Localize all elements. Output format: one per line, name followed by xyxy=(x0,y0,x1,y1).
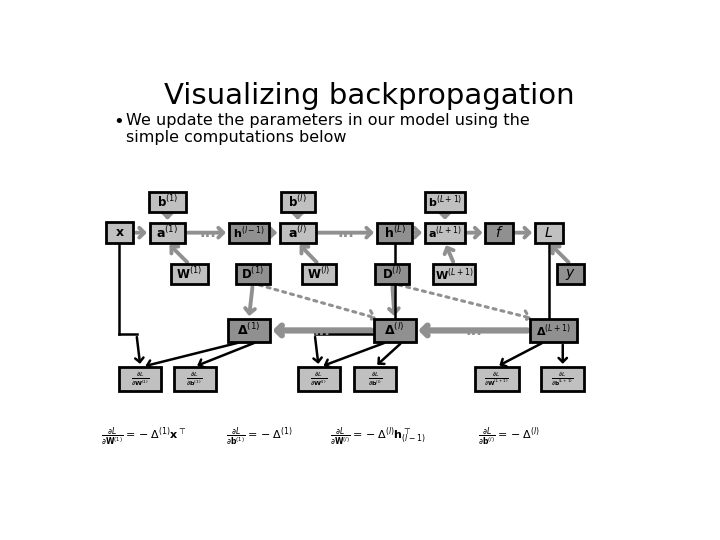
FancyBboxPatch shape xyxy=(229,222,269,242)
Text: $\mathbf{W}^{(1)}$: $\mathbf{W}^{(1)}$ xyxy=(176,266,202,282)
Text: $\frac{\partial L}{\partial \mathbf{W}^{(1)}} = -\Delta^{(1)}\mathbf{x}^{\top}$: $\frac{\partial L}{\partial \mathbf{W}^{… xyxy=(101,425,186,448)
Text: $\mathbf{h}^{(l-1)}$: $\mathbf{h}^{(l-1)}$ xyxy=(233,224,265,241)
Text: $\frac{\partial L}{\partial \mathbf{W}^{(l)}}$: $\frac{\partial L}{\partial \mathbf{W}^{… xyxy=(310,370,327,388)
Text: $\mathbf{W}^{(L+1)}$: $\mathbf{W}^{(L+1)}$ xyxy=(435,266,474,282)
Text: $\mathbf{h}^{(L)}$: $\mathbf{h}^{(L)}$ xyxy=(384,225,405,241)
Text: $L$: $L$ xyxy=(544,226,553,240)
FancyBboxPatch shape xyxy=(235,264,270,284)
Text: ...: ... xyxy=(338,225,354,240)
Text: $\mathbf{b}^{(L+1)}$: $\mathbf{b}^{(L+1)}$ xyxy=(428,193,462,210)
FancyBboxPatch shape xyxy=(377,222,413,242)
Text: $\mathbf{a}^{(1)}$: $\mathbf{a}^{(1)}$ xyxy=(156,225,179,241)
FancyBboxPatch shape xyxy=(375,264,409,284)
Text: ...: ... xyxy=(466,323,482,338)
Text: Visualizing backpropagation: Visualizing backpropagation xyxy=(163,82,575,110)
Text: ...: ... xyxy=(313,323,330,338)
FancyBboxPatch shape xyxy=(425,222,465,242)
FancyBboxPatch shape xyxy=(535,222,563,242)
FancyBboxPatch shape xyxy=(433,264,475,284)
Text: $\mathbf{W}^{(l)}$: $\mathbf{W}^{(l)}$ xyxy=(307,266,330,282)
Text: $\mathbf{b}^{(1)}$: $\mathbf{b}^{(1)}$ xyxy=(157,194,179,210)
FancyBboxPatch shape xyxy=(280,222,315,242)
Text: $\mathbf{\Delta}^{(l)}$: $\mathbf{\Delta}^{(l)}$ xyxy=(384,322,405,339)
FancyBboxPatch shape xyxy=(174,367,215,392)
Text: $\frac{\partial L}{\partial \mathbf{b}^{(l)}}$: $\frac{\partial L}{\partial \mathbf{b}^{… xyxy=(368,370,382,388)
FancyBboxPatch shape xyxy=(228,319,270,342)
Text: $f$: $f$ xyxy=(495,225,503,240)
FancyBboxPatch shape xyxy=(120,367,161,392)
Text: $\frac{\partial L}{\partial \mathbf{b}^{(1)}}$: $\frac{\partial L}{\partial \mathbf{b}^{… xyxy=(186,370,203,388)
FancyBboxPatch shape xyxy=(557,264,584,284)
Text: ...: ... xyxy=(199,225,217,240)
FancyBboxPatch shape xyxy=(297,367,340,392)
Text: $\mathbf{a}^{(l)}$: $\mathbf{a}^{(l)}$ xyxy=(288,225,307,241)
Text: $\mathbf{a}^{(L+1)}$: $\mathbf{a}^{(L+1)}$ xyxy=(428,224,462,241)
Text: We update the parameters in our model using the
simple computations below: We update the parameters in our model us… xyxy=(126,112,529,145)
Text: $\mathbf{x}$: $\mathbf{x}$ xyxy=(114,226,125,239)
FancyBboxPatch shape xyxy=(354,367,396,392)
Text: $\mathbf{\Delta}^{(L+1)}$: $\mathbf{\Delta}^{(L+1)}$ xyxy=(536,322,571,339)
FancyBboxPatch shape xyxy=(485,222,513,242)
Text: $\mathbf{b}^{(l)}$: $\mathbf{b}^{(l)}$ xyxy=(289,194,307,210)
Text: $\mathbf{\Delta}^{(1)}$: $\mathbf{\Delta}^{(1)}$ xyxy=(237,322,261,339)
FancyBboxPatch shape xyxy=(475,367,518,392)
FancyBboxPatch shape xyxy=(541,367,585,392)
FancyBboxPatch shape xyxy=(149,192,186,212)
Text: $\frac{\partial L}{\partial \mathbf{W}^{(l)}} = -\Delta^{(l)}\mathbf{h}^{\top}_{: $\frac{\partial L}{\partial \mathbf{W}^{… xyxy=(330,425,426,448)
Text: $\frac{\partial L}{\partial \mathbf{b}^{(1)}} = -\Delta^{(1)}$: $\frac{\partial L}{\partial \mathbf{b}^{… xyxy=(225,425,292,448)
Text: $\mathbf{D}^{(l)}$: $\mathbf{D}^{(l)}$ xyxy=(382,266,402,282)
FancyBboxPatch shape xyxy=(302,264,336,284)
FancyBboxPatch shape xyxy=(281,192,315,212)
Text: •: • xyxy=(113,112,124,131)
FancyBboxPatch shape xyxy=(425,192,465,212)
FancyBboxPatch shape xyxy=(106,222,133,244)
Text: $\frac{\partial L}{\partial \mathbf{W}^{(L+1)}}$: $\frac{\partial L}{\partial \mathbf{W}^{… xyxy=(485,370,509,388)
Text: $\mathbf{D}^{(1)}$: $\mathbf{D}^{(1)}$ xyxy=(241,266,264,282)
FancyBboxPatch shape xyxy=(171,264,208,284)
Text: $\frac{\partial L}{\partial \mathbf{b}^{(l)}} = -\Delta^{(l)}$: $\frac{\partial L}{\partial \mathbf{b}^{… xyxy=(477,425,539,448)
Text: $\frac{\partial L}{\partial \mathbf{b}^{(L+1)}}$: $\frac{\partial L}{\partial \mathbf{b}^{… xyxy=(552,370,574,388)
FancyBboxPatch shape xyxy=(374,319,415,342)
FancyBboxPatch shape xyxy=(530,319,577,342)
FancyBboxPatch shape xyxy=(150,222,185,242)
Text: $\frac{\partial L}{\partial \mathbf{W}^{(1)}}$: $\frac{\partial L}{\partial \mathbf{W}^{… xyxy=(131,370,150,388)
Text: $y$: $y$ xyxy=(565,267,576,282)
